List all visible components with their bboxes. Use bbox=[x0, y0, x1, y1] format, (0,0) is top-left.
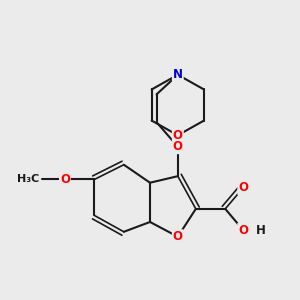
Text: O: O bbox=[173, 140, 183, 153]
Text: O: O bbox=[238, 181, 248, 194]
Text: H: H bbox=[256, 224, 266, 237]
Text: N: N bbox=[173, 68, 183, 81]
Text: O: O bbox=[238, 224, 248, 237]
Text: O: O bbox=[60, 173, 70, 186]
Text: H₃C: H₃C bbox=[16, 174, 39, 184]
Text: O: O bbox=[173, 230, 183, 243]
Text: O: O bbox=[173, 129, 183, 142]
